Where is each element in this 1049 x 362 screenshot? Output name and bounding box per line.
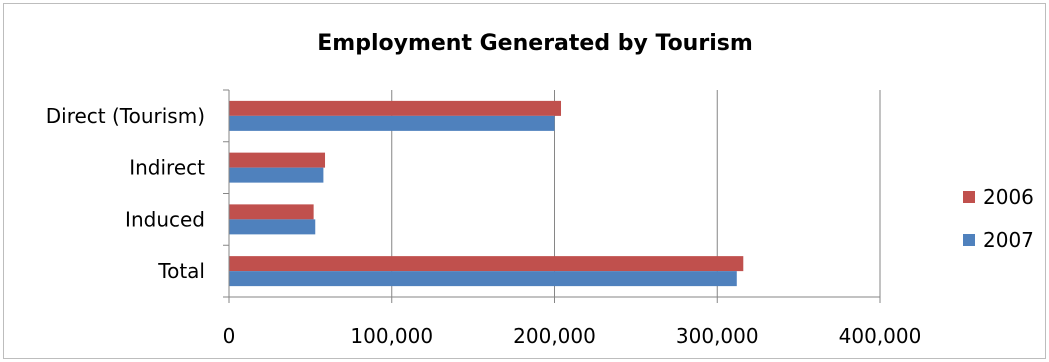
x-tick-label: 300,000 bbox=[676, 324, 759, 348]
bar-2006-induced bbox=[229, 204, 314, 220]
x-tick-label: 200,000 bbox=[513, 324, 596, 348]
legend-label-2006: 2006 bbox=[983, 185, 1034, 209]
x-tick-label: 400,000 bbox=[839, 324, 922, 348]
category-labels: Direct (Tourism) Indirect Induced Total bbox=[46, 104, 205, 283]
chart-frame bbox=[3, 3, 1046, 359]
legend: 2006 2007 bbox=[963, 185, 1034, 252]
tick-labels: 0 100,000 200,000 300,000 400,000 bbox=[223, 324, 922, 348]
bar-2007-indirect bbox=[229, 167, 324, 183]
category-label: Total bbox=[157, 259, 205, 283]
category-label: Direct (Tourism) bbox=[46, 104, 205, 128]
category-label: Indirect bbox=[129, 156, 205, 180]
bar-2006-indirect bbox=[229, 152, 326, 168]
category-label: Induced bbox=[125, 207, 205, 231]
axes bbox=[223, 89, 881, 303]
legend-swatch-2006 bbox=[963, 191, 975, 203]
chart-title: Employment Generated by Tourism bbox=[317, 31, 753, 56]
bar-2007-total bbox=[229, 271, 737, 287]
bars bbox=[229, 100, 744, 287]
x-tick-label: 0 bbox=[223, 324, 236, 348]
legend-label-2007: 2007 bbox=[983, 228, 1034, 252]
bar-2006-total bbox=[229, 256, 744, 272]
bar-2007-induced bbox=[229, 219, 316, 235]
bar-2006-direct-tourism bbox=[229, 100, 562, 116]
legend-swatch-2007 bbox=[963, 234, 975, 246]
x-tick-label: 100,000 bbox=[350, 324, 433, 348]
bar-2007-direct-tourism bbox=[229, 115, 555, 131]
